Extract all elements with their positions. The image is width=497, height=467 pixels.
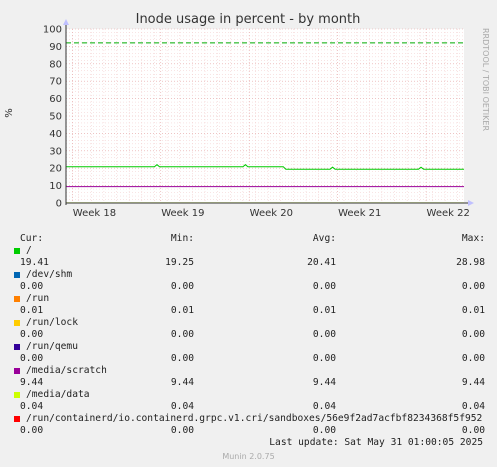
y-tick-label: 10 (49, 181, 62, 192)
series-line (66, 164, 464, 170)
legend-value-max: 0.04 (461, 401, 485, 412)
y-axis-label: % (4, 108, 15, 118)
legend-value-max: 9.44 (461, 377, 485, 388)
legend-value-max: 0.01 (461, 305, 485, 316)
legend-item: /run/containerd/io.containerd.grpc.v1.cr… (0, 413, 497, 425)
legend-value-avg: 0.04 (312, 401, 336, 412)
legend-header: Cur: Min: Avg: Max: (0, 233, 497, 245)
legend-swatch (14, 368, 20, 374)
legend-value-cur: 0.00 (20, 281, 44, 292)
legend-swatch (14, 416, 20, 422)
y-tick-label: 70 (49, 77, 62, 88)
legend: Cur: Min: Avg: Max: /19.41 19.25 20.41 28.9… (0, 233, 497, 437)
legend-item: /run (0, 293, 497, 305)
legend-value-avg: 0.00 (312, 281, 336, 292)
legend-value-avg: 9.44 (312, 377, 336, 388)
legend-value-avg: 0.00 (312, 425, 336, 436)
legend-value-cur: 0.00 (20, 425, 44, 436)
legend-value-cur: 9.44 (20, 377, 44, 388)
legend-value-min: 0.00 (170, 353, 194, 364)
legend-value-min: 0.00 (170, 329, 194, 340)
y-tick-label: 60 (49, 94, 62, 105)
legend-values: 0.00 0.00 0.00 0.00 (0, 425, 497, 437)
y-tick-label: 30 (49, 146, 62, 157)
legend-value-avg: 0.00 (312, 353, 336, 364)
y-tick-label: 90 (49, 42, 62, 53)
legend-value-max: 0.00 (461, 281, 485, 292)
legend-value-avg: 20.41 (307, 257, 336, 268)
legend-values: 0.00 0.00 0.00 0.00 (0, 353, 497, 365)
legend-value-avg: 0.01 (312, 305, 336, 316)
legend-label: /media/scratch (26, 365, 107, 376)
legend-value-max: 0.00 (461, 353, 485, 364)
legend-swatch (14, 392, 20, 398)
legend-values: 0.01 0.01 0.01 0.01 (0, 305, 497, 317)
legend-value-min: 19.25 (165, 257, 194, 268)
legend-values: 9.44 9.44 9.44 9.44 (0, 377, 497, 389)
y-tick-label: 20 (49, 164, 62, 175)
legend-item: /media/scratch (0, 365, 497, 377)
y-axis-arrow (63, 19, 69, 25)
legend-label: /run/qemu (26, 341, 78, 352)
x-axis-arrow (468, 200, 474, 206)
legend-value-max: 0.00 (461, 329, 485, 340)
x-tick-label: Week 22 (427, 208, 470, 219)
legend-item: /dev/shm (0, 269, 497, 281)
legend-values: 0.00 0.00 0.00 0.00 (0, 329, 497, 341)
legend-swatch (14, 248, 20, 254)
legend-value-min: 0.01 (170, 305, 194, 316)
legend-value-cur: 0.01 (20, 305, 44, 316)
legend-header-avg: Avg: (312, 233, 336, 244)
legend-values: 0.00 0.00 0.00 0.00 (0, 281, 497, 293)
legend-label: /run (26, 293, 50, 304)
legend-values: 19.41 19.25 20.41 28.98 (0, 257, 497, 269)
legend-item: /run/qemu (0, 341, 497, 353)
legend-label: /run/lock (26, 317, 78, 328)
legend-header-min: Min: (170, 233, 194, 244)
rrdtool-credit: RRDTOOL / TOBI OETIKER (481, 28, 490, 131)
x-tick-label: Week 19 (161, 208, 204, 219)
legend-header-max: Max: (461, 233, 485, 244)
legend-swatch (14, 296, 20, 302)
legend-values: 0.04 0.04 0.04 0.04 (0, 401, 497, 413)
munin-version: Munin 2.0.75 (222, 452, 275, 461)
legend-swatch (14, 272, 20, 278)
y-tick-label: 100 (43, 25, 62, 36)
chart: Inode usage in percent - by month % RRDT… (4, 12, 490, 219)
legend-value-max: 0.00 (461, 425, 485, 436)
legend-value-min: 0.04 (170, 401, 194, 412)
legend-label: / (26, 245, 32, 256)
legend-value-avg: 0.00 (312, 329, 336, 340)
chart-title: Inode usage in percent - by month (136, 12, 361, 27)
legend-label: /media/data (26, 389, 90, 400)
legend-label: /dev/shm (26, 269, 73, 280)
legend-value-cur: 0.04 (20, 401, 44, 412)
legend-value-min: 0.00 (170, 281, 194, 292)
last-update: Last update: Sat May 31 01:00:05 2025 (269, 437, 483, 448)
legend-value-min: 0.00 (170, 425, 194, 436)
y-tick-label: 40 (49, 129, 62, 140)
legend-value-min: 9.44 (170, 377, 194, 388)
legend-item: /media/data (0, 389, 497, 401)
legend-item: / (0, 245, 497, 257)
legend-value-max: 28.98 (456, 257, 485, 268)
y-tick-label: 50 (49, 112, 62, 123)
y-tick-label: 0 (56, 199, 62, 210)
x-tick-label: Week 18 (73, 208, 116, 219)
x-tick-label: Week 20 (250, 208, 293, 219)
legend-swatch (14, 344, 20, 350)
legend-swatch (14, 320, 20, 326)
legend-value-cur: 0.00 (20, 329, 44, 340)
y-tick-label: 80 (49, 59, 62, 70)
x-tick-label: Week 21 (338, 208, 381, 219)
legend-item: /run/lock (0, 317, 497, 329)
legend-value-cur: 0.00 (20, 353, 44, 364)
legend-label: /run/containerd/io.containerd.grpc.v1.cr… (26, 413, 483, 424)
legend-value-cur: 19.41 (20, 257, 49, 268)
legend-header-cur: Cur: (20, 233, 44, 244)
